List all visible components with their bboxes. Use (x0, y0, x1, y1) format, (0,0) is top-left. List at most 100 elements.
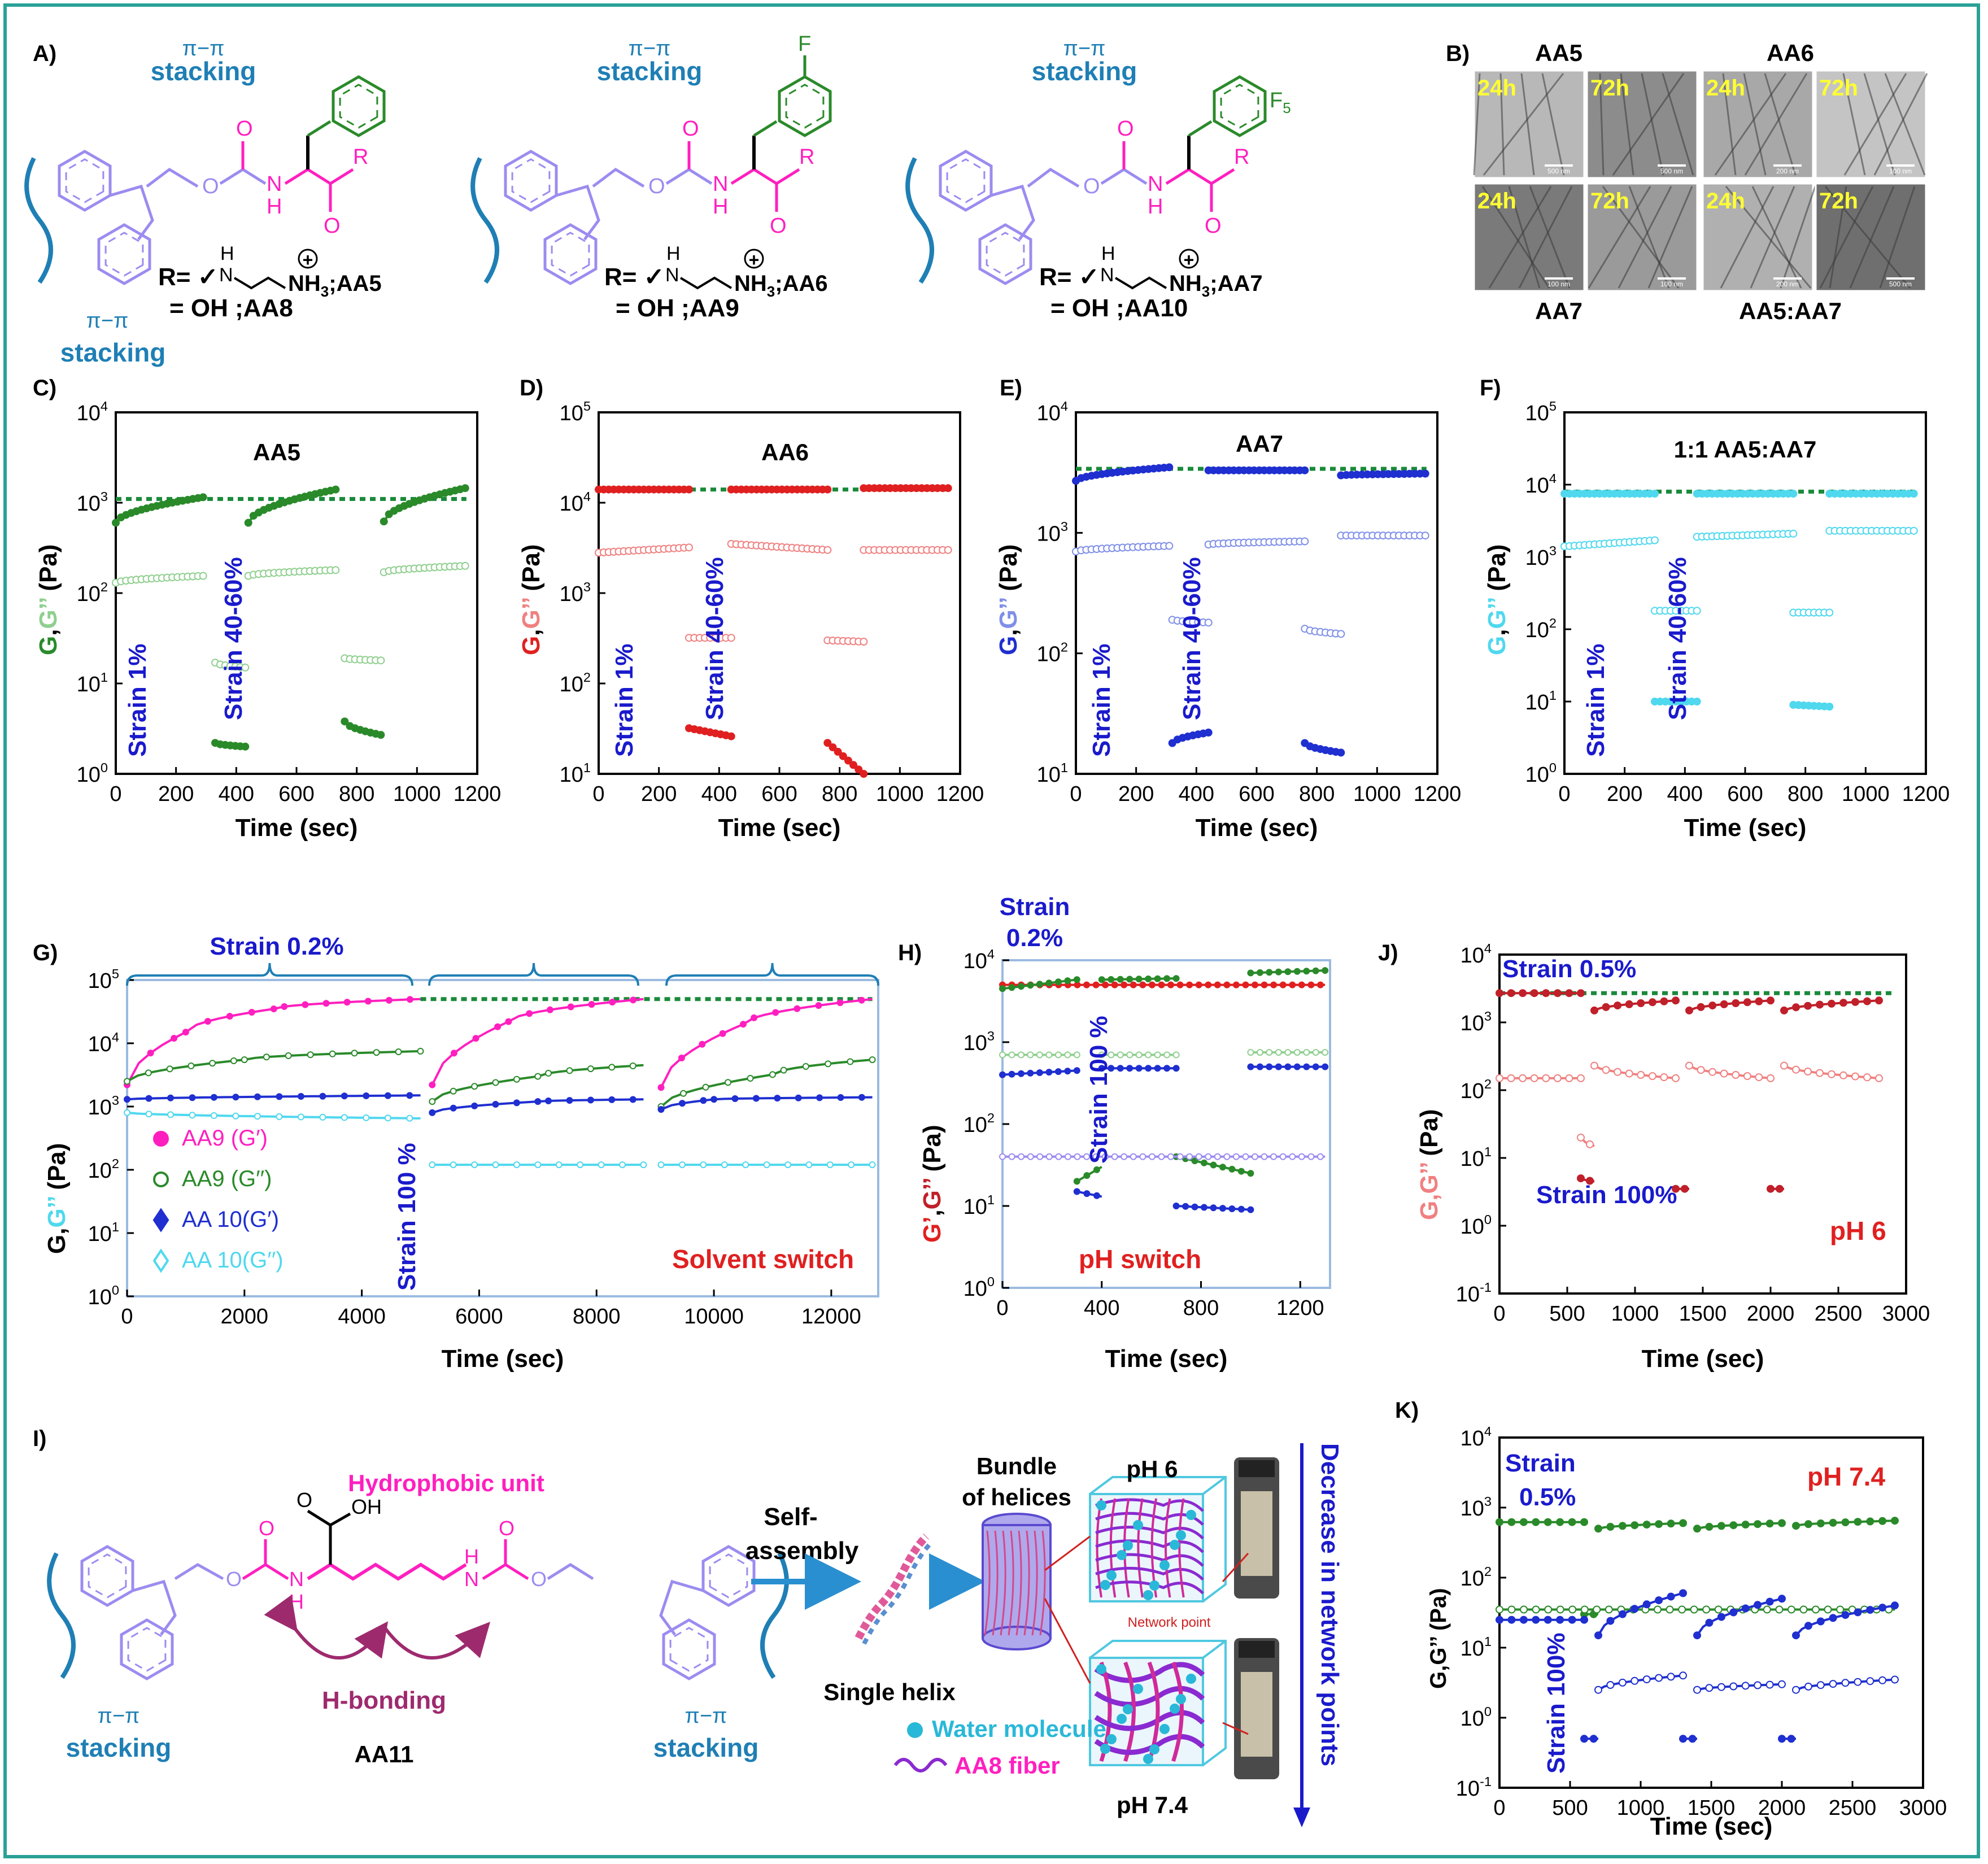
data-point (1045, 1153, 1053, 1160)
data-point (343, 999, 351, 1006)
x-tick-label: 1000 (1611, 1302, 1659, 1326)
stacking-wave (24, 157, 53, 284)
data-point (721, 1161, 728, 1169)
data-point (341, 717, 349, 726)
x-axis-label: Time (sec) (1642, 1345, 1764, 1373)
data-point (1167, 981, 1174, 988)
figure-frame (3, 3, 1980, 1858)
pipi-label: π−π (98, 1704, 140, 1728)
data-point (944, 546, 952, 554)
data-point (700, 1097, 707, 1104)
data-point (1256, 969, 1263, 976)
data-point (1804, 1068, 1812, 1075)
fluorene-ring (662, 1618, 716, 1680)
data-point (1778, 1595, 1786, 1603)
data-point (1163, 1051, 1171, 1059)
data-point (1266, 1049, 1273, 1056)
data-point (1690, 1605, 1698, 1614)
backbone (730, 168, 778, 185)
data-point (1293, 1049, 1301, 1056)
data-point (1651, 490, 1659, 498)
data-point (1214, 1153, 1221, 1160)
data-point (1697, 1066, 1705, 1074)
scale-bar-label: 100 nm (1547, 280, 1570, 288)
chart-h: 0 400 800 1200 100 101 102 103 104 Time (sec) G’,G… (918, 893, 1331, 1373)
chart-d: 0 200 400 600 800 1000 1200 101 102 103 104 105 Time… (517, 399, 984, 842)
cooh-label: OH (351, 1495, 382, 1518)
linker (547, 1563, 594, 1580)
fluorenyl-right (659, 1545, 789, 1680)
x-tick-label: 0 (1558, 782, 1570, 806)
data-point (1625, 1069, 1633, 1078)
data-point (1614, 1068, 1622, 1076)
phenyl-ring (778, 75, 832, 137)
data-point (1804, 1001, 1812, 1010)
y-tick-label: 105 (88, 966, 119, 993)
y-axis-label: G,G’’ (Pa) (995, 545, 1022, 655)
fiber (1094, 1734, 1205, 1755)
data-point (1108, 976, 1115, 983)
tem-fiber (1641, 73, 1664, 176)
data-point (1266, 969, 1273, 976)
data-point (1544, 1605, 1553, 1614)
data-point (1093, 1166, 1100, 1173)
r-definition: R= ✓ (604, 263, 665, 291)
plus-sign: + (1184, 250, 1194, 270)
data-point (1618, 1522, 1627, 1530)
data-point (1186, 981, 1193, 988)
data-point (513, 1075, 520, 1083)
y-tick-label: 100 (77, 760, 108, 787)
data-point (609, 999, 616, 1006)
data-point (450, 1049, 457, 1057)
tem-fiber (1744, 73, 1808, 176)
fiber (1094, 1686, 1205, 1707)
switch-label: pH switch (1079, 1244, 1201, 1274)
tem-fiber (1842, 73, 1866, 176)
data-point (1705, 1523, 1714, 1531)
x-tick-label: 1200 (454, 782, 502, 806)
data-point (1135, 1051, 1143, 1059)
data-point (384, 1114, 391, 1122)
data-point (567, 1003, 574, 1011)
data-point (999, 1153, 1006, 1160)
water-legend-label: Water molecule (932, 1715, 1106, 1742)
data-point (1702, 1605, 1711, 1614)
tem-fiber (1588, 186, 1651, 289)
data-point (1158, 981, 1165, 988)
data-point (329, 1050, 336, 1057)
single-helix-label: Single helix (823, 1679, 956, 1705)
tem-fiber (1722, 73, 1737, 176)
tem-fiber (1824, 186, 1911, 289)
chart-g: 0 2000 4000 6000 8000 10000 12000 100 101 102 103 1… (43, 933, 879, 1373)
data-point (285, 1052, 292, 1059)
data-point (1594, 1631, 1602, 1640)
data-point (1223, 1153, 1231, 1160)
data-point (505, 1018, 512, 1025)
water-molecule (1176, 1530, 1186, 1540)
data-point (513, 1099, 520, 1107)
tem-fiber (1780, 186, 1816, 289)
fluorene-ring-inner (946, 158, 986, 203)
data-point (794, 1005, 801, 1012)
data-point (1210, 1161, 1217, 1169)
tem-time-label: 72h (1819, 189, 1858, 214)
data-point (1667, 1673, 1675, 1681)
water-molecule (1159, 1724, 1170, 1734)
data-point (226, 1013, 233, 1020)
y-tick-label: 104 (1461, 941, 1492, 968)
plus-sign: + (749, 250, 760, 270)
data-point (1825, 703, 1834, 711)
data-point (1717, 1613, 1725, 1621)
water-molecule (1117, 1550, 1127, 1560)
data-point (297, 1113, 304, 1121)
data-point (1866, 1517, 1874, 1526)
series-line (126, 998, 421, 1086)
data-point (1247, 1049, 1254, 1056)
data-point (1167, 1153, 1174, 1160)
data-point (1717, 1522, 1725, 1530)
tem-fiber (1743, 73, 1767, 176)
fiber (1095, 1580, 1204, 1595)
data-point (1148, 981, 1156, 988)
linker (1027, 167, 1080, 188)
